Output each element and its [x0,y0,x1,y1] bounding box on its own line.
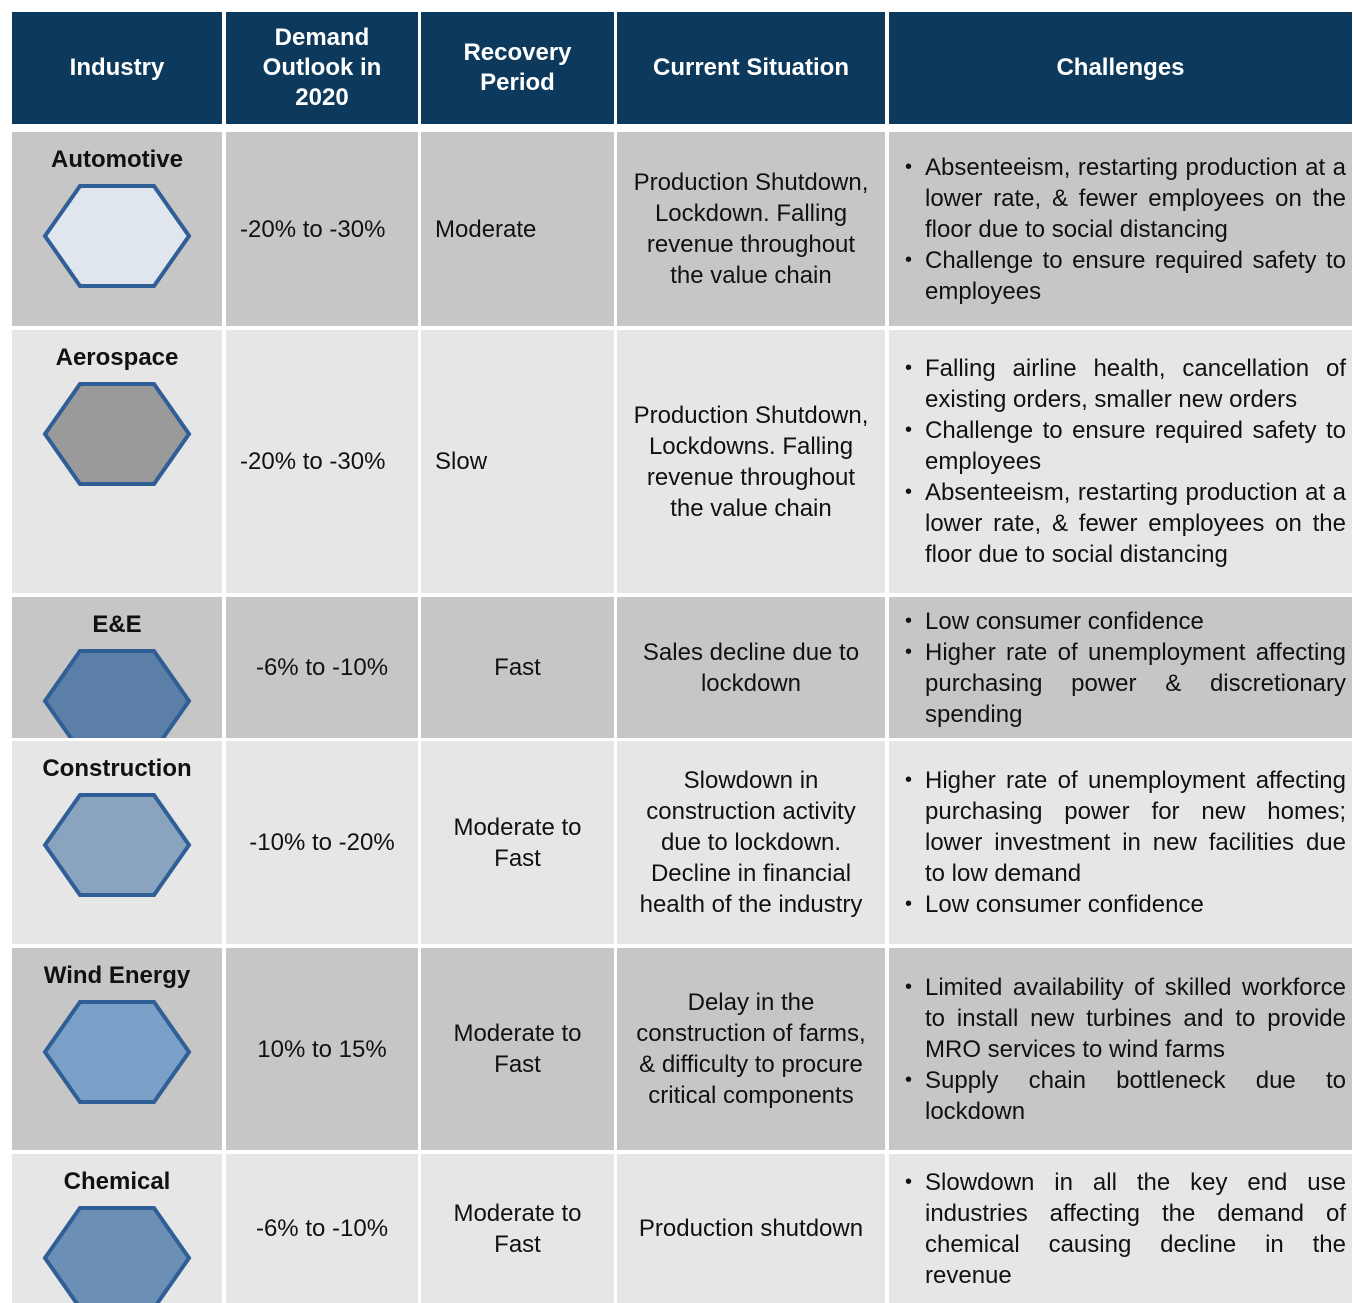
header-cell: Recovery Period [421,12,614,124]
demand-cell: -6% to -10% [226,1154,418,1303]
challenge-list: Limited availability of skilled workforc… [901,972,1346,1127]
challenges-cell: Falling airline health, cancellation of … [889,330,1352,593]
header-cell: Demand Outlook in 2020 [226,12,418,124]
header-cell: Industry [12,12,222,124]
header-cell: Challenges [889,12,1352,124]
industry-cell: E&E [12,597,222,738]
industry-name: Construction [42,755,192,782]
industry-name: Chemical [63,1168,171,1195]
situation-cell: Sales decline due to lockdown [617,597,885,738]
challenge-item: Absenteeism, restarting production at a … [905,477,1346,570]
challenge-list: Slowdown in all the key end use industri… [901,1167,1346,1291]
industry-name: Aerospace [55,344,179,371]
situation-cell: Production Shutdown, Lockdowns. Falling … [617,330,885,593]
challenge-item: Falling airline health, cancellation of … [905,353,1346,415]
recovery-cell: Slow [421,330,614,593]
recovery-cell: Moderate to Fast [421,741,614,944]
challenge-item: Higher rate of unemployment affecting pu… [905,637,1346,730]
challenge-item: Supply chain bottleneck due to lockdown [905,1065,1346,1127]
industry-name: Automotive [51,146,183,173]
demand-cell: -6% to -10% [226,597,418,738]
challenges-cell: Slowdown in all the key end use industri… [889,1154,1352,1303]
situation-cell: Slowdown in construction activity due to… [617,741,885,944]
industry-icon [42,1206,192,1303]
demand-cell: 10% to 15% [226,948,418,1150]
challenges-cell: Low consumer confidenceHigher rate of un… [889,597,1352,738]
situation-cell: Production shutdown [617,1154,885,1303]
demand-cell: -20% to -30% [226,330,418,593]
industry-cell: Construction [12,741,222,944]
challenge-item: Absenteeism, restarting production at a … [905,152,1346,245]
challenges-cell: Absenteeism, restarting production at a … [889,132,1352,326]
challenges-cell: Limited availability of skilled workforc… [889,948,1352,1150]
challenge-list: Higher rate of unemployment affecting pu… [901,765,1346,920]
industry-icon [42,382,192,486]
industry-name: E&E [92,611,142,638]
challenge-item: Low consumer confidence [905,606,1346,637]
challenge-list: Absenteeism, restarting production at a … [901,152,1346,307]
situation-cell: Production Shutdown, Lockdown. Falling r… [617,132,885,326]
challenge-item: Challenge to ensure required safety to e… [905,245,1346,307]
recovery-cell: Moderate to Fast [421,948,614,1150]
industry-cell: Automotive [12,132,222,326]
challenge-item: Limited availability of skilled workforc… [905,972,1346,1065]
challenge-item: Slowdown in all the key end use industri… [905,1167,1346,1291]
recovery-cell: Moderate [421,132,614,326]
recovery-cell: Moderate to Fast [421,1154,614,1303]
situation-cell: Delay in the construction of farms, & di… [617,948,885,1150]
challenge-list: Low consumer confidenceHigher rate of un… [901,606,1346,730]
header-cell: Current Situation [617,12,885,124]
industry-icon [42,649,192,738]
demand-cell: -10% to -20% [226,741,418,944]
demand-cell: -20% to -30% [226,132,418,326]
industry-icon [42,1000,192,1104]
recovery-cell: Fast [421,597,614,738]
industry-cell: Wind Energy [12,948,222,1150]
industry-icon [42,793,192,897]
challenge-item: Higher rate of unemployment affecting pu… [905,765,1346,889]
industry-name: Wind Energy [43,962,191,989]
challenge-list: Falling airline health, cancellation of … [901,353,1346,570]
challenge-item: Challenge to ensure required safety to e… [905,415,1346,477]
challenge-item: Low consumer confidence [905,889,1346,920]
challenges-cell: Higher rate of unemployment affecting pu… [889,741,1352,944]
industry-icon [42,184,192,288]
industry-cell: Aerospace [12,330,222,593]
industry-cell: Chemical [12,1154,222,1303]
